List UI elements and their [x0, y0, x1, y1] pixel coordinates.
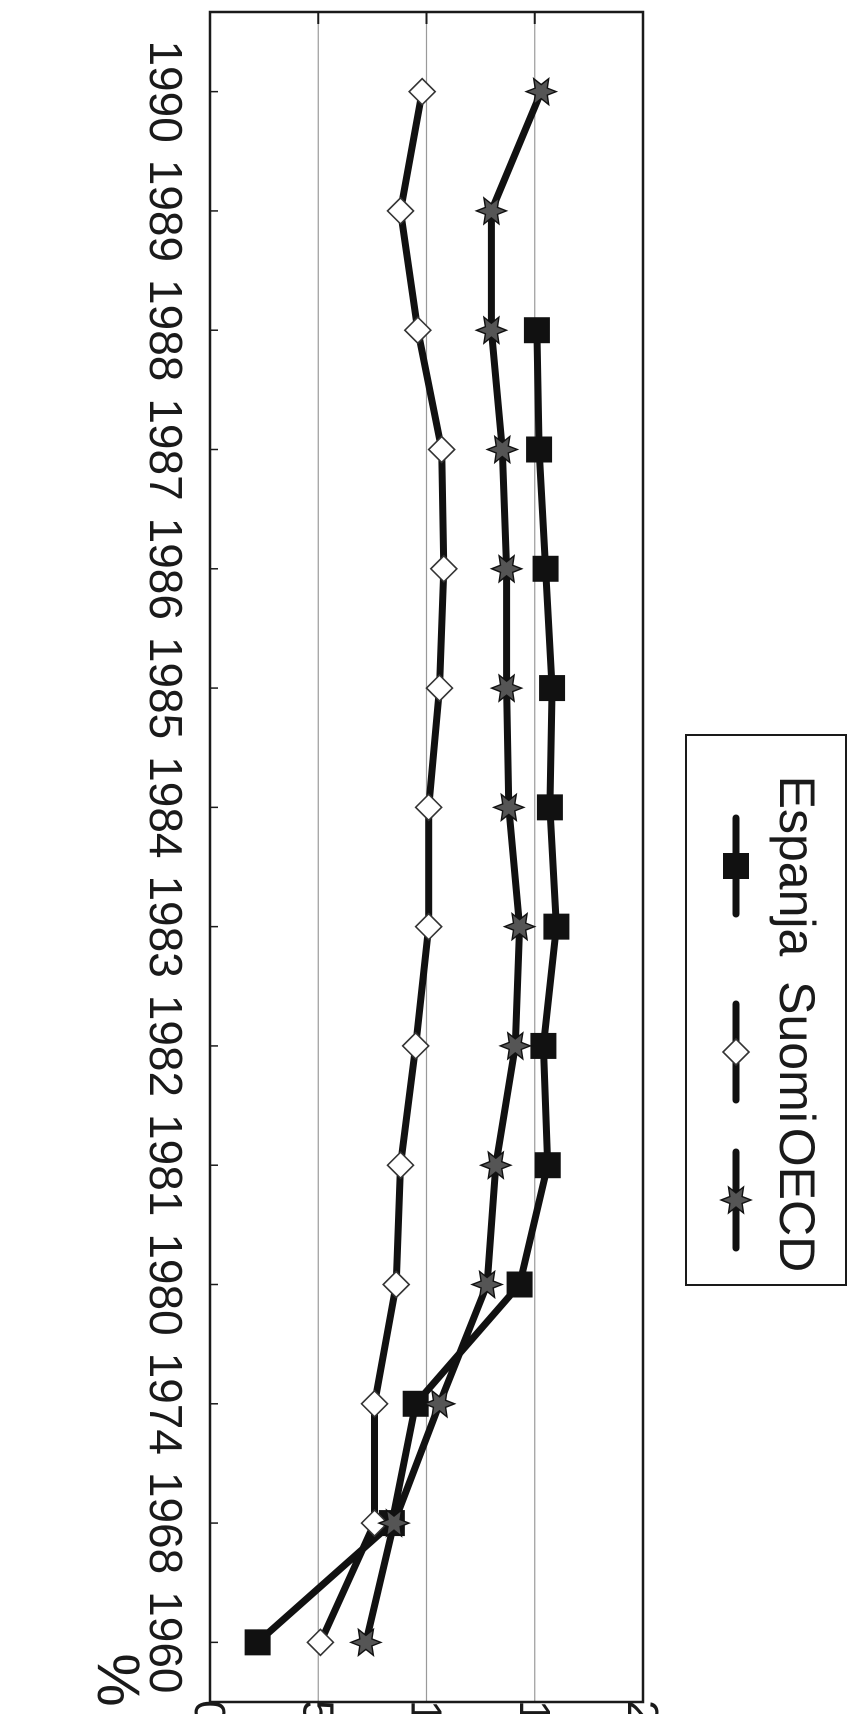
data-point — [474, 315, 509, 345]
x-tick-label: 1984 — [140, 756, 192, 858]
y-tick-label: 10 — [402, 1700, 451, 1714]
data-point — [478, 1150, 513, 1180]
data-point — [414, 793, 443, 822]
data-point — [470, 1269, 505, 1300]
data-point — [425, 673, 454, 703]
series-suomi — [306, 77, 458, 1657]
data-point — [543, 913, 570, 940]
data-point — [306, 1628, 335, 1657]
x-tick-label: 1980 — [140, 1233, 192, 1335]
x-tick-label: 1987 — [140, 398, 192, 500]
x-tick-label: 1974 — [140, 1353, 192, 1455]
data-point — [502, 912, 537, 942]
x-axis: 1960 1968 1974 1980 1981 1982 1983 1984 1985 1986… — [140, 40, 218, 1694]
x-tick-label: 1986 — [140, 518, 192, 620]
data-point — [534, 1152, 561, 1179]
series-oecd — [348, 77, 559, 1657]
series-line — [316, 88, 448, 1646]
data-point — [489, 673, 524, 703]
data-point — [539, 675, 566, 702]
x-tick-label: 1960 — [140, 1591, 192, 1693]
data-point — [506, 1271, 533, 1298]
data-point — [402, 1390, 429, 1417]
x-tick-label: 1990 — [140, 40, 192, 142]
data-point — [360, 1389, 389, 1418]
data-point — [348, 1627, 383, 1657]
data-point — [536, 794, 563, 821]
legend-item-espanja: Espanja — [723, 776, 825, 957]
y-tick-label: 20 — [618, 1700, 667, 1714]
data-point — [401, 1031, 430, 1061]
y-tick-label: 5 — [293, 1700, 342, 1714]
x-tick-label: 1989 — [140, 160, 192, 262]
data-point — [498, 1031, 533, 1061]
x-tick-label: 1985 — [140, 637, 192, 739]
x-tick-label: 1988 — [140, 279, 192, 381]
data-point — [429, 554, 458, 583]
data-point — [427, 435, 456, 464]
data-point — [530, 1032, 557, 1059]
x-tick-label: 1982 — [140, 995, 192, 1097]
data-point — [523, 317, 550, 344]
legend-item-oecd: OECD — [719, 1128, 825, 1272]
data-point — [491, 792, 526, 822]
data-point — [408, 77, 437, 106]
legend-marker — [723, 853, 749, 879]
data-point — [360, 1508, 389, 1538]
legend-label: Suomi — [769, 981, 825, 1123]
data-point — [377, 1508, 411, 1538]
series-layer — [244, 77, 570, 1657]
data-point — [474, 196, 509, 226]
y-axis-unit-label: % — [85, 1653, 152, 1706]
data-point — [386, 196, 415, 226]
x-tick-label: 1981 — [140, 1114, 192, 1216]
data-point — [485, 434, 520, 465]
x-tick-label: 1983 — [140, 875, 192, 977]
data-point — [403, 316, 432, 345]
legend-item-suomi: Suomi — [721, 981, 825, 1123]
legend-marker — [719, 1185, 753, 1215]
legend-label: OECD — [769, 1128, 825, 1272]
x-tick-label: 1968 — [140, 1472, 192, 1574]
data-point — [382, 1270, 411, 1299]
data-point — [244, 1629, 271, 1656]
legend-label: Espanja — [769, 776, 825, 957]
data-point — [414, 912, 443, 941]
data-point — [532, 555, 559, 582]
y-tick-label: 0 — [185, 1700, 234, 1714]
data-point — [526, 436, 553, 463]
data-point — [524, 77, 559, 107]
series-line — [254, 326, 560, 1646]
series-espanja — [244, 317, 570, 1656]
legend-marker — [721, 1037, 751, 1067]
data-point — [489, 554, 524, 584]
data-point — [422, 1389, 457, 1419]
data-point — [386, 1151, 415, 1180]
y-tick-label: 15 — [510, 1700, 559, 1714]
series-line — [362, 88, 545, 1646]
